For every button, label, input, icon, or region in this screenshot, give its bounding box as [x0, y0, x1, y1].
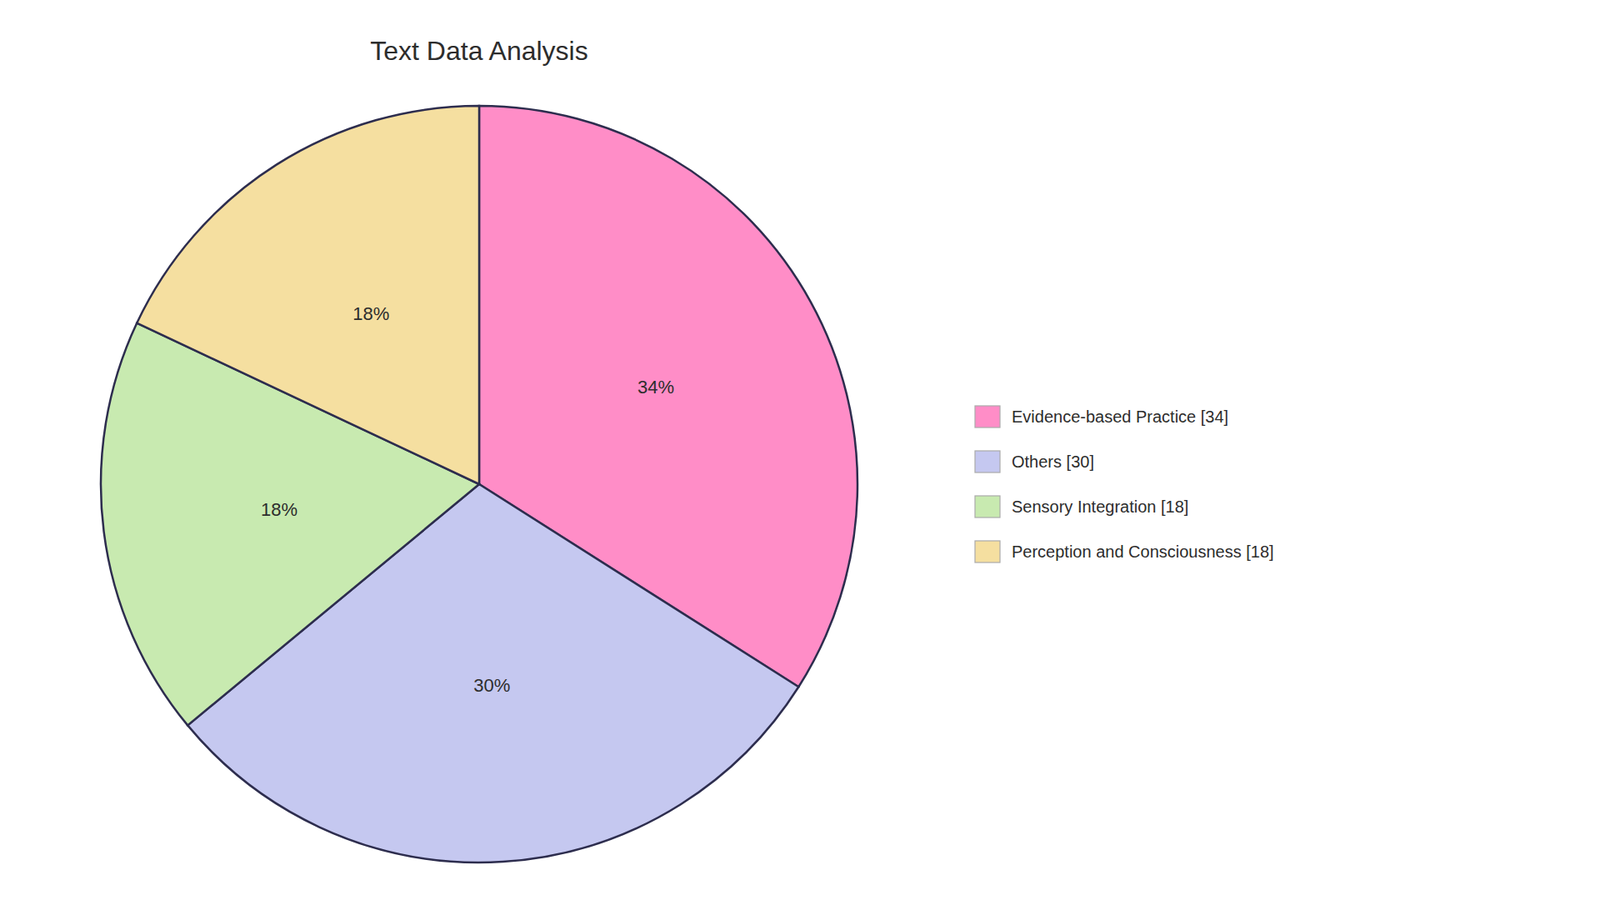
legend-label: Evidence-based Practice [34]	[1011, 407, 1229, 426]
chart-title: Text Data Analysis	[370, 35, 588, 66]
data-label: 18%	[260, 499, 298, 520]
legend-label: Sensory Integration [18]	[1011, 497, 1189, 516]
chart-container: Text Data Analysis 34% 30% 18% 18% Evidence-b…	[0, 0, 1600, 900]
legend-label: Others [30]	[1011, 452, 1095, 471]
legend: Evidence-based Practice [34] Others [30] S…	[975, 405, 1275, 563]
legend-swatch	[975, 540, 1000, 563]
legend-swatch	[975, 450, 1000, 473]
legend-label: Perception and Consciousness [18]	[1011, 542, 1275, 561]
data-labels: 34% 30% 18% 18%	[260, 303, 675, 696]
chart-svg: Text Data Analysis 34% 30% 18% 18% Evidence-b…	[0, 0, 1600, 900]
legend-swatch	[975, 405, 1000, 428]
legend-swatch	[975, 495, 1000, 518]
legend-item: Evidence-based Practice [34]	[975, 405, 1229, 428]
data-label: 18%	[352, 303, 390, 325]
legend-item: Sensory Integration [18]	[975, 495, 1189, 518]
pie-slice	[136, 105, 480, 485]
data-label: 34%	[637, 376, 675, 398]
legend-item: Perception and Consciousness [18]	[975, 540, 1275, 563]
legend-item: Others [30]	[975, 450, 1095, 473]
pie	[100, 105, 858, 863]
data-label: 30%	[473, 675, 510, 696]
